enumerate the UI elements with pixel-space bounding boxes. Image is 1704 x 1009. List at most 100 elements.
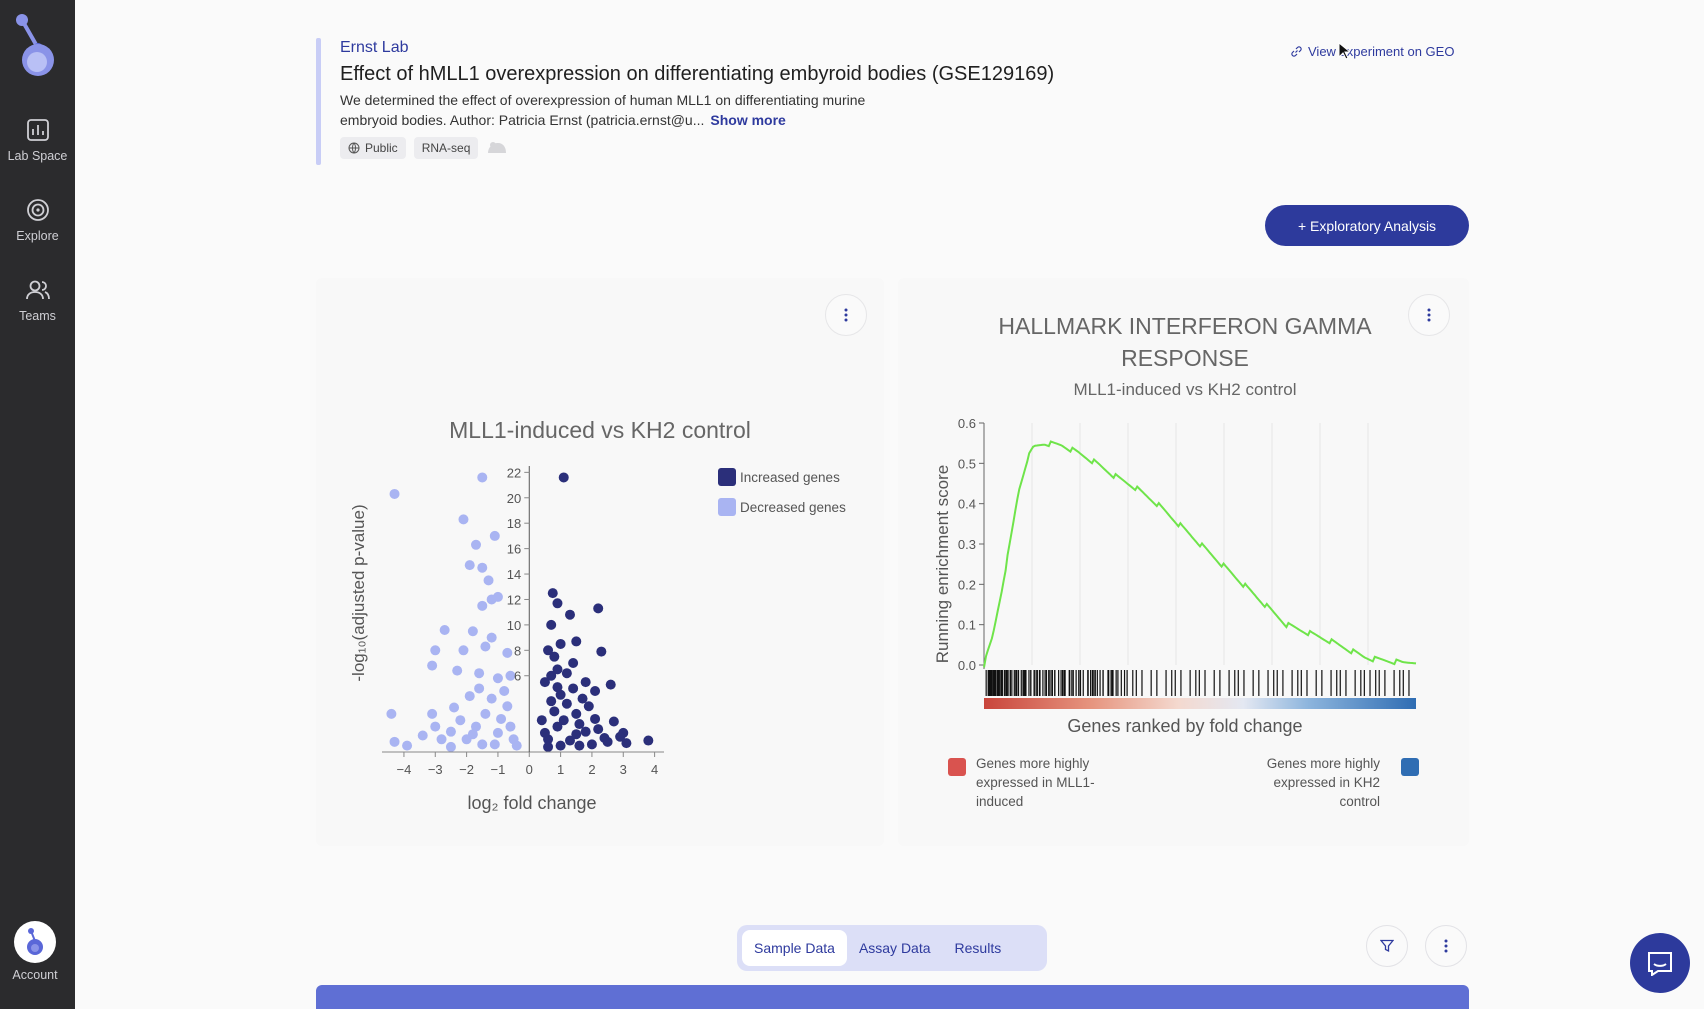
tab-sample-data[interactable]: Sample Data xyxy=(742,930,847,966)
decreased-gene-point[interactable] xyxy=(483,575,494,586)
increased-gene-point[interactable] xyxy=(596,646,607,657)
decreased-gene-point[interactable] xyxy=(455,715,466,726)
decreased-gene-point[interactable] xyxy=(439,624,450,635)
increased-gene-point[interactable] xyxy=(605,679,616,690)
decreased-gene-point[interactable] xyxy=(502,701,513,712)
increased-gene-point[interactable] xyxy=(571,708,582,719)
increased-gene-point[interactable] xyxy=(561,668,572,679)
decreased-gene-point[interactable] xyxy=(389,736,400,747)
filter-button[interactable] xyxy=(1366,925,1408,967)
decreased-gene-point[interactable] xyxy=(477,600,488,611)
decreased-gene-point[interactable] xyxy=(486,632,497,643)
increased-gene-point[interactable] xyxy=(547,588,558,599)
increased-gene-point[interactable] xyxy=(561,698,572,709)
increased-gene-point[interactable] xyxy=(552,682,563,693)
decreased-gene-point[interactable] xyxy=(458,645,469,656)
increased-gene-point[interactable] xyxy=(590,713,601,724)
increased-gene-point[interactable] xyxy=(586,739,597,750)
show-more-link[interactable]: Show more xyxy=(710,112,786,128)
increased-gene-point[interactable] xyxy=(643,735,654,746)
decreased-gene-point[interactable] xyxy=(477,562,488,573)
chat-support-button[interactable] xyxy=(1630,933,1690,993)
decreased-gene-point[interactable] xyxy=(477,472,488,483)
increased-gene-point[interactable] xyxy=(543,741,554,752)
increased-gene-point[interactable] xyxy=(577,693,588,704)
decreased-gene-point[interactable] xyxy=(464,691,475,702)
decreased-gene-point[interactable] xyxy=(417,730,428,741)
lab-name[interactable]: Ernst Lab xyxy=(340,39,409,56)
decreased-gene-point[interactable] xyxy=(464,560,475,571)
increased-gene-point[interactable] xyxy=(555,689,566,700)
increased-gene-point[interactable] xyxy=(574,740,585,751)
decreased-gene-point[interactable] xyxy=(511,740,522,751)
increased-gene-point[interactable] xyxy=(571,636,582,647)
decreased-gene-point[interactable] xyxy=(386,708,397,719)
decreased-gene-point[interactable] xyxy=(427,660,438,671)
account-label[interactable]: Account xyxy=(12,968,58,982)
app-logo[interactable] xyxy=(14,12,60,80)
decreased-gene-point[interactable] xyxy=(486,594,497,605)
decreased-gene-point[interactable] xyxy=(505,721,516,732)
increased-gene-point[interactable] xyxy=(558,472,569,483)
sidebar-item-lab-space[interactable]: Lab Space xyxy=(0,117,75,163)
decreased-gene-point[interactable] xyxy=(505,670,516,681)
decreased-gene-point[interactable] xyxy=(502,647,513,658)
increased-gene-point[interactable] xyxy=(621,738,632,749)
decreased-gene-point[interactable] xyxy=(471,721,481,732)
decreased-gene-point[interactable] xyxy=(449,702,460,713)
increased-gene-point[interactable] xyxy=(615,731,626,742)
decreased-gene-point[interactable] xyxy=(486,693,497,704)
decreased-gene-point[interactable] xyxy=(480,641,491,652)
decreased-gene-point[interactable] xyxy=(445,726,456,737)
increased-gene-point[interactable] xyxy=(590,685,601,696)
increased-gene-point[interactable] xyxy=(580,726,591,737)
volcano-card-menu-button[interactable] xyxy=(825,294,867,336)
increased-gene-point[interactable] xyxy=(555,638,566,649)
gsea-card-menu-button[interactable] xyxy=(1408,294,1450,336)
decreased-gene-point[interactable] xyxy=(467,729,478,740)
increased-gene-point[interactable] xyxy=(608,716,619,727)
sidebar-item-explore[interactable]: Explore xyxy=(0,197,75,243)
tab-results[interactable]: Results xyxy=(954,940,1002,956)
table-menu-button[interactable] xyxy=(1425,925,1467,967)
decreased-gene-point[interactable] xyxy=(471,539,481,550)
decreased-gene-point[interactable] xyxy=(452,665,463,676)
decreased-gene-point[interactable] xyxy=(489,739,500,750)
increased-gene-point[interactable] xyxy=(580,677,591,688)
increased-gene-point[interactable] xyxy=(555,740,566,751)
decreased-gene-point[interactable] xyxy=(430,721,441,732)
increased-gene-point[interactable] xyxy=(552,598,563,609)
increased-gene-point[interactable] xyxy=(552,664,563,675)
view-on-geo-link[interactable]: View experiment on GEO xyxy=(1290,44,1454,59)
decreased-gene-point[interactable] xyxy=(445,741,456,752)
increased-gene-point[interactable] xyxy=(546,670,557,681)
increased-gene-point[interactable] xyxy=(539,727,550,738)
increased-gene-point[interactable] xyxy=(583,701,594,712)
increased-gene-point[interactable] xyxy=(593,724,604,735)
decreased-gene-point[interactable] xyxy=(496,713,507,724)
increased-gene-point[interactable] xyxy=(565,609,575,620)
sidebar-item-teams[interactable]: Teams xyxy=(0,277,75,323)
decreased-gene-point[interactable] xyxy=(436,734,447,745)
decreased-gene-point[interactable] xyxy=(402,740,413,751)
increased-gene-point[interactable] xyxy=(552,721,563,732)
increased-gene-point[interactable] xyxy=(546,619,557,630)
exploratory-analysis-button[interactable]: + Exploratory Analysis xyxy=(1265,205,1469,246)
increased-gene-point[interactable] xyxy=(568,658,579,669)
account-avatar[interactable] xyxy=(14,921,56,963)
increased-gene-point[interactable] xyxy=(543,645,554,656)
decreased-gene-point[interactable] xyxy=(458,514,469,525)
increased-gene-point[interactable] xyxy=(539,677,550,688)
increased-gene-point[interactable] xyxy=(602,736,613,747)
increased-gene-point[interactable] xyxy=(568,683,579,694)
decreased-gene-point[interactable] xyxy=(430,645,441,656)
decreased-gene-point[interactable] xyxy=(427,708,438,719)
decreased-gene-point[interactable] xyxy=(492,673,503,684)
increased-gene-point[interactable] xyxy=(571,729,582,740)
tab-assay-data[interactable]: Assay Data xyxy=(858,940,931,956)
increased-gene-point[interactable] xyxy=(593,603,604,614)
decreased-gene-point[interactable] xyxy=(477,739,488,750)
increased-gene-point[interactable] xyxy=(574,719,585,730)
decreased-gene-point[interactable] xyxy=(499,685,510,696)
decreased-gene-point[interactable] xyxy=(474,683,485,694)
